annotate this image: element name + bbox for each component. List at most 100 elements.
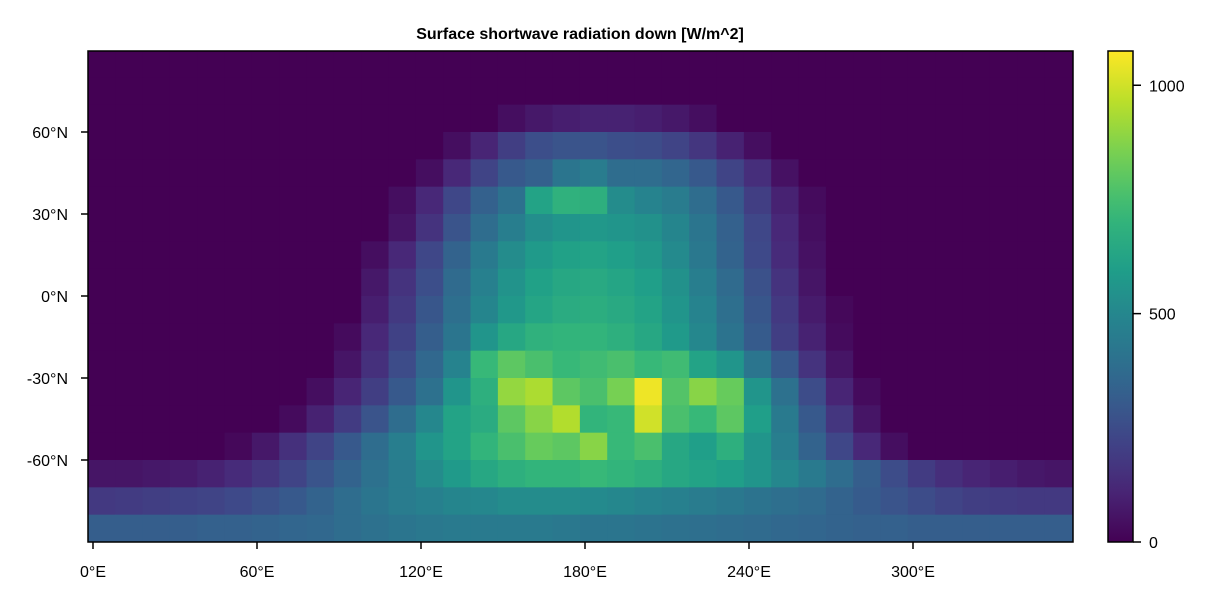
heatmap-cell: [661, 296, 690, 324]
heatmap-cell: [306, 186, 335, 215]
heatmap-cell: [907, 378, 936, 406]
heatmap-cell: [169, 268, 198, 297]
heatmap-cell: [88, 460, 116, 488]
heatmap-cell: [634, 214, 663, 242]
heatmap-cell: [962, 405, 991, 434]
heatmap-cell: [279, 159, 308, 188]
heatmap-cell: [497, 514, 526, 542]
heatmap-cell: [661, 241, 690, 270]
heatmap-cell: [552, 241, 581, 270]
heatmap-cell: [853, 432, 882, 461]
heatmap-cell: [306, 241, 335, 270]
heatmap-cell: [388, 268, 417, 297]
heatmap-cell: [197, 77, 226, 106]
heatmap-cell: [771, 241, 800, 270]
heatmap-cell: [1017, 77, 1046, 106]
heatmap-cell: [251, 77, 280, 106]
heatmap-cell: [1044, 159, 1073, 188]
heatmap-cell: [1017, 323, 1046, 352]
heatmap-cell: [306, 432, 335, 461]
heatmap-cell: [1017, 432, 1046, 461]
heatmap-cell: [716, 241, 745, 270]
heatmap-cell: [579, 405, 608, 434]
heatmap-cell: [388, 350, 417, 379]
heatmap-cell: [142, 159, 171, 188]
heatmap-cell: [88, 405, 116, 434]
heatmap-cell: [935, 296, 964, 324]
heatmap-cell: [88, 514, 116, 542]
heatmap-cell: [169, 159, 198, 188]
heatmap-cell: [115, 487, 144, 516]
heatmap-cell: [743, 487, 772, 516]
heatmap-cell: [661, 268, 690, 297]
heatmap-cell: [798, 77, 827, 106]
heatmap-cell: [935, 405, 964, 434]
heatmap-cell: [798, 241, 827, 270]
heatmap-cell: [88, 487, 116, 516]
heatmap-cell: [962, 514, 991, 542]
heatmap-cell: [197, 214, 226, 242]
heatmap-cell: [1044, 487, 1073, 516]
heatmap-cell: [907, 104, 936, 133]
heatmap-cell: [470, 241, 499, 270]
heatmap-cell: [470, 432, 499, 461]
heatmap-cell: [169, 186, 198, 215]
heatmap-cell: [361, 432, 390, 461]
heatmap-cell: [388, 405, 417, 434]
heatmap-cell: [880, 159, 909, 188]
x-tick-label: 240°E: [727, 564, 771, 581]
heatmap-cell: [279, 186, 308, 215]
y-tick-label: -60°N: [27, 453, 68, 470]
heatmap-cell: [634, 51, 663, 78]
heatmap-cell: [743, 186, 772, 215]
heatmap-cell: [388, 487, 417, 516]
heatmap-cell: [907, 487, 936, 516]
heatmap-cell: [880, 460, 909, 488]
heatmap-cell: [579, 77, 608, 106]
heatmap-cell: [607, 350, 636, 379]
heatmap-cell: [907, 132, 936, 160]
heatmap-cell: [497, 378, 526, 406]
heatmap-cell: [251, 186, 280, 215]
heatmap-cell: [579, 214, 608, 242]
heatmap-cell: [415, 77, 444, 106]
heatmap-cell: [361, 514, 390, 542]
heatmap-cell: [634, 432, 663, 461]
heatmap-cell: [962, 214, 991, 242]
heatmap-cell: [989, 186, 1018, 215]
heatmap-cell: [361, 241, 390, 270]
heatmap-cell: [689, 132, 718, 160]
heatmap-cell: [497, 186, 526, 215]
heatmap-cell: [825, 51, 854, 78]
heatmap-cell: [361, 159, 390, 188]
heatmap-cell: [224, 51, 253, 78]
heatmap-cell: [661, 186, 690, 215]
heatmap-cell: [771, 323, 800, 352]
heatmap-cell: [197, 323, 226, 352]
heatmap-cell: [716, 460, 745, 488]
heatmap-cell: [825, 77, 854, 106]
heatmap-cell: [743, 159, 772, 188]
heatmap-cell: [470, 51, 499, 78]
heatmap-cell: [825, 378, 854, 406]
heatmap-cell: [333, 241, 362, 270]
heatmap-cell: [825, 323, 854, 352]
heatmap-cell: [306, 460, 335, 488]
heatmap-cell: [388, 77, 417, 106]
heatmap-cell: [743, 51, 772, 78]
heatmap-cell: [552, 514, 581, 542]
heatmap-cell: [142, 241, 171, 270]
heatmap-cell: [1017, 132, 1046, 160]
heatmap-cell: [880, 104, 909, 133]
heatmap-cell: [716, 268, 745, 297]
heatmap-cell: [169, 432, 198, 461]
heatmap-cell: [1044, 132, 1073, 160]
heatmap-cell: [415, 241, 444, 270]
heatmap-cell: [251, 51, 280, 78]
heatmap-cell: [279, 104, 308, 133]
heatmap-cell: [716, 51, 745, 78]
heatmap-cell: [306, 323, 335, 352]
heatmap-cell: [197, 432, 226, 461]
heatmap-cell: [579, 323, 608, 352]
